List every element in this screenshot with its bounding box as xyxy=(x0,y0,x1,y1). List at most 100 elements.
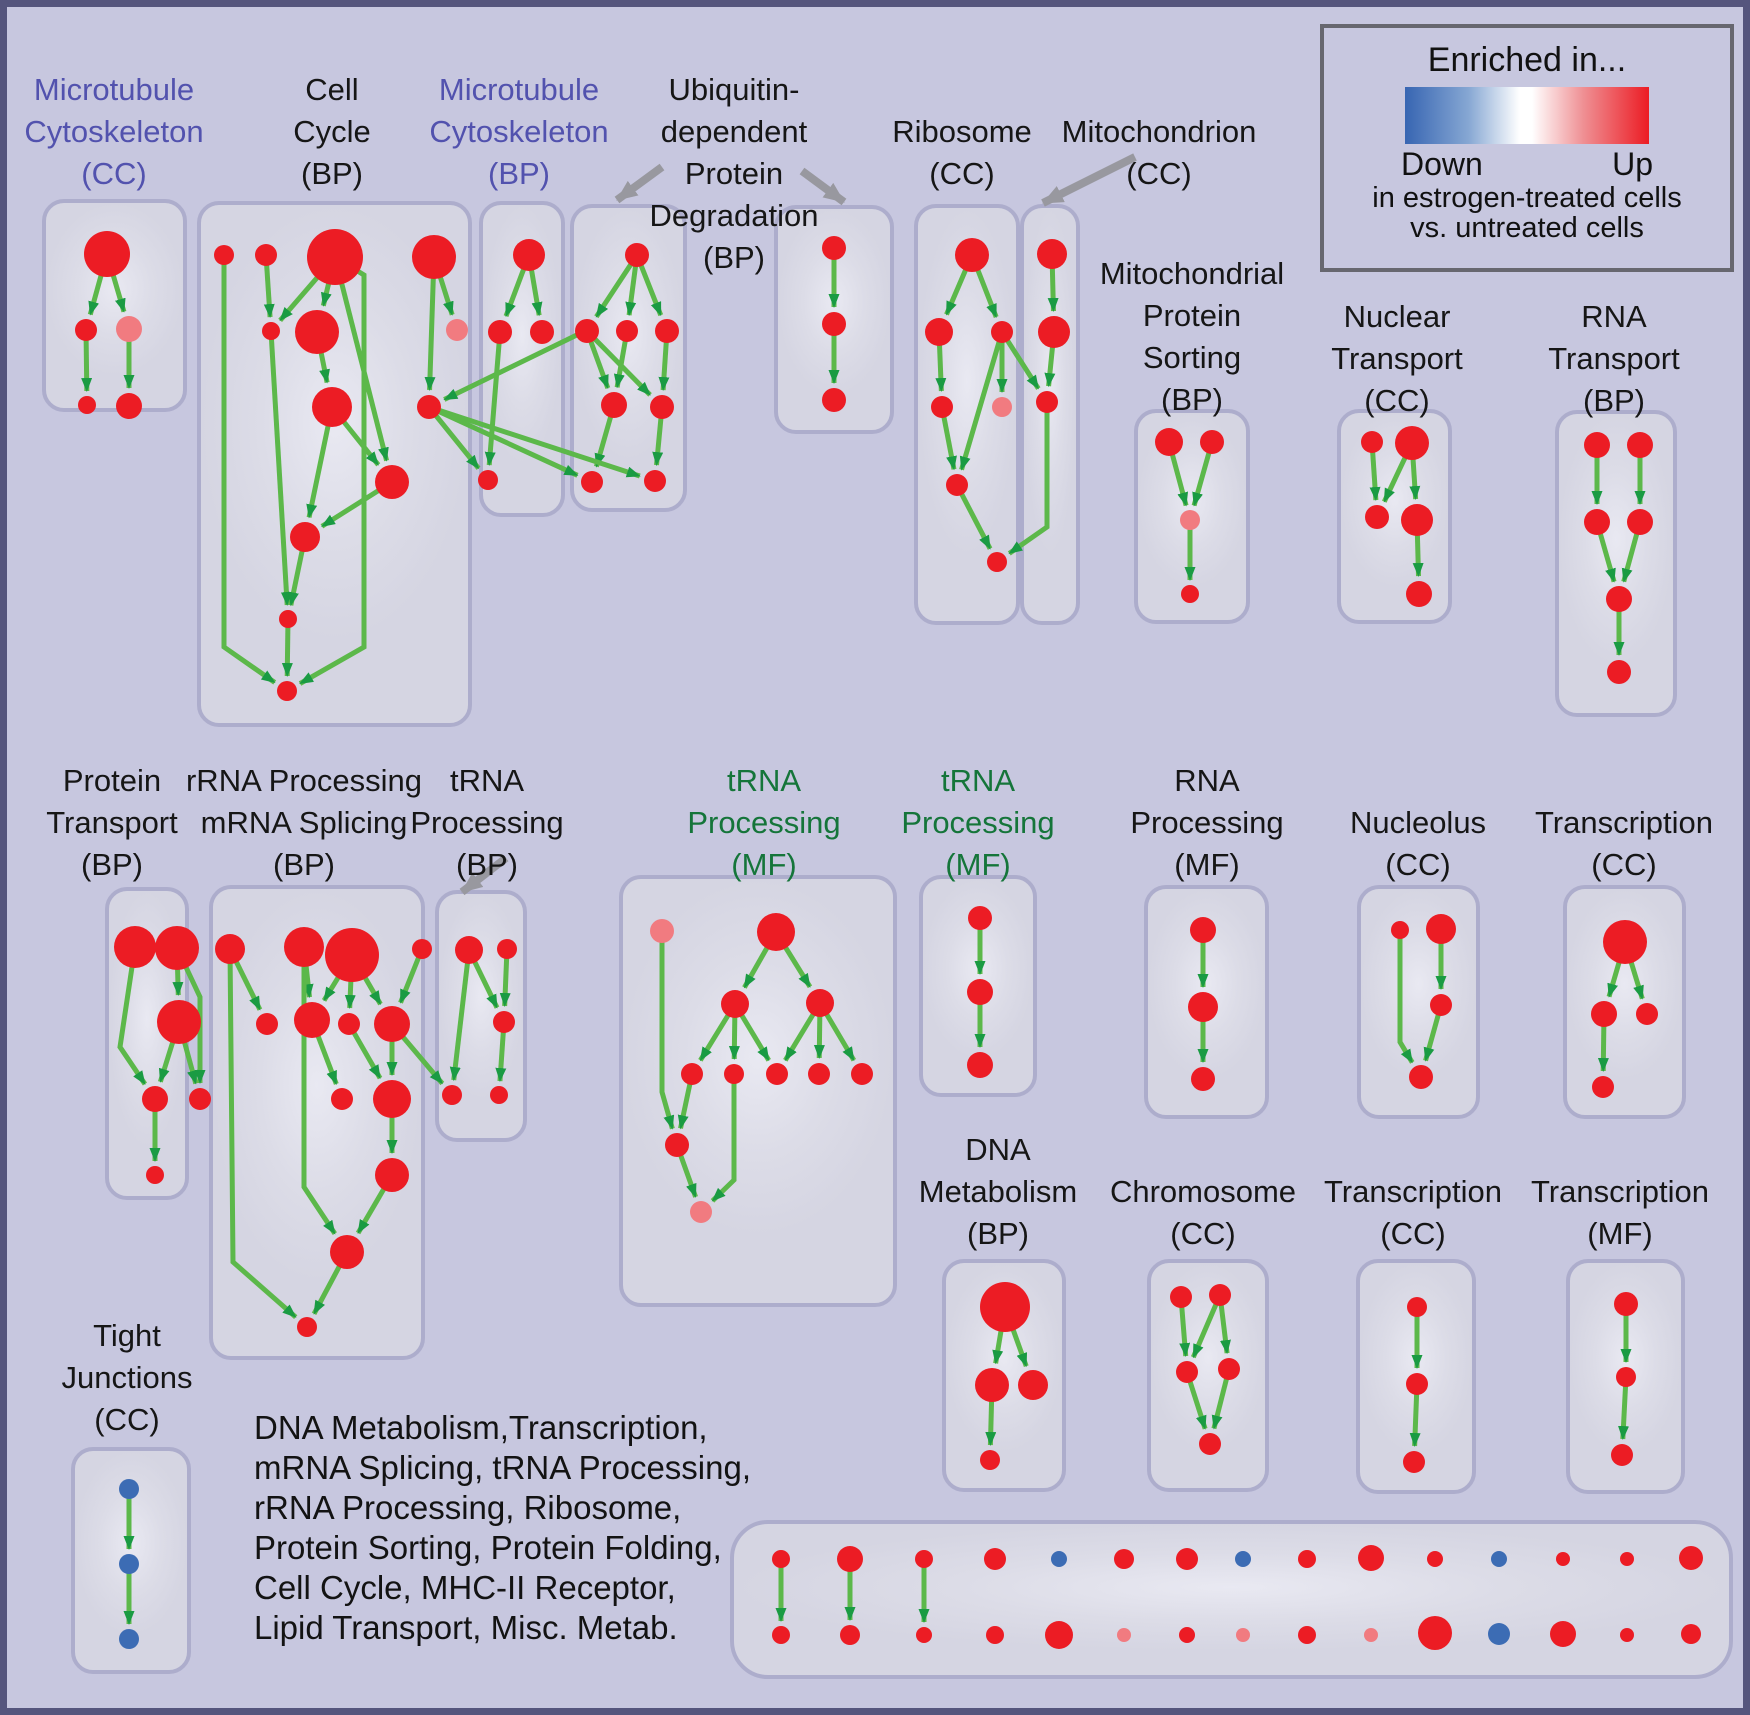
edge-arrow xyxy=(585,329,652,397)
edge-arrow xyxy=(954,483,993,550)
cell-cycle-bp-node-9 xyxy=(375,465,409,499)
ubiquitin-degradation-bp-left-node-2 xyxy=(616,320,638,342)
misc-cluster-strip-node-9 xyxy=(1358,1545,1384,1571)
rrna-processing-mrna-splicing-bp-node-7 xyxy=(374,1006,410,1042)
nucleolus-cc-label: Nucleolus (CC) xyxy=(1349,805,1487,882)
transcription-cc-upper-node-2 xyxy=(1636,1003,1658,1025)
misc-cluster-strip-node-28 xyxy=(1620,1628,1634,1642)
trna-processing-mf-large-node-5 xyxy=(724,1064,744,1084)
network-layer xyxy=(75,153,1703,1650)
misc-cluster-strip-node-20 xyxy=(1117,1628,1131,1642)
trna-processing-bp-node-3 xyxy=(442,1085,462,1105)
edge-arrow xyxy=(281,618,293,678)
trna-processing-mf-large-node-8 xyxy=(851,1063,873,1085)
misc-cluster-strip-node-8 xyxy=(1298,1550,1316,1568)
chromosome-cc-node-0 xyxy=(1170,1286,1192,1308)
rrna-processing-mrna-splicing-bp-node-2 xyxy=(325,928,379,982)
microtubule-cytoskeleton-cc-node-4 xyxy=(116,393,142,419)
trna-processing-mf-large-node-4 xyxy=(681,1063,703,1085)
edge-arrow xyxy=(427,404,579,478)
edge-arrow xyxy=(221,255,277,685)
microtubule-cytoskeleton-bp-node-0 xyxy=(513,239,545,271)
misc-cluster-strip-node-22 xyxy=(1236,1628,1250,1642)
misc-cluster-strip-node-29 xyxy=(1681,1624,1701,1644)
misc-cluster-strip-node-24 xyxy=(1364,1628,1378,1642)
ubiquitin-degradation-bp-left-node-3 xyxy=(655,319,679,343)
ribosome-cc-node-6 xyxy=(987,552,1007,572)
dna-metabolism-bp-label: DNA Metabolism (BP) xyxy=(918,1132,1078,1251)
transcription-mf-node-0 xyxy=(1614,1292,1638,1316)
trna-processing-mf-large-node-3 xyxy=(806,989,834,1017)
misc-cluster-strip-node-2 xyxy=(915,1550,933,1568)
legend-axis-labels: Down Up xyxy=(1401,146,1653,183)
pointer-arrow xyxy=(1041,153,1137,207)
trna-processing-mf-small-node-0 xyxy=(968,906,992,930)
mitochondrial-protein-sorting-bp-node-1 xyxy=(1200,430,1224,454)
rna-transport-bp-label: RNA Transport (BP) xyxy=(1548,299,1680,418)
chromosome-cc-node-3 xyxy=(1218,1358,1240,1380)
rna-transport-bp-node-1 xyxy=(1627,432,1653,458)
rna-transport-bp-node-0 xyxy=(1584,432,1610,458)
chromosome-cc-node-4 xyxy=(1199,1433,1221,1455)
mitochondrion-cc-label: Mitochondrion (CC) xyxy=(1061,114,1257,191)
trna-processing-mf-large-node-6 xyxy=(766,1063,788,1085)
trna-processing-mf-small-node-1 xyxy=(967,979,993,1005)
ribosome-cc-node-1 xyxy=(925,318,953,346)
nuclear-transport-cc-node-4 xyxy=(1406,581,1432,607)
edge-arrow xyxy=(227,948,298,1319)
nuclear-transport-cc-box xyxy=(1337,409,1452,624)
edge-arrow xyxy=(428,404,641,479)
trna-processing-bp-node-4 xyxy=(490,1086,508,1104)
legend-down-label: Down xyxy=(1401,146,1483,182)
misc-text-line: mRNA Splicing, tRNA Processing, xyxy=(254,1449,752,1486)
trna-processing-mf-large-box xyxy=(619,875,897,1307)
trna-processing-mf-large-node-10 xyxy=(690,1201,712,1223)
ribosome-cc-node-5 xyxy=(946,474,968,496)
rrna-processing-mrna-splicing-bp-node-6 xyxy=(338,1013,360,1035)
edge-arrow xyxy=(268,330,292,607)
misc-cluster-strip-node-12 xyxy=(1556,1552,1570,1566)
trna-processing-mf-large-node-7 xyxy=(808,1063,830,1085)
rrna-processing-mrna-splicing-bp-node-8 xyxy=(189,1088,211,1110)
edge-arrow xyxy=(117,946,148,1086)
rna-processing-mf-label: RNA Processing (MF) xyxy=(1130,763,1284,882)
misc-cluster-strip-node-5 xyxy=(1114,1549,1134,1569)
rna-processing-mf-node-0 xyxy=(1190,917,1216,943)
misc-cluster-strip-node-7 xyxy=(1235,1551,1251,1567)
misc-text-line: rRNA Processing, Ribosome, xyxy=(254,1489,682,1526)
misc-cluster-strip-node-17 xyxy=(916,1627,932,1643)
ribosome-cc-node-4 xyxy=(992,397,1012,417)
misc-cluster-strip-node-26 xyxy=(1488,1623,1510,1645)
ubiquitin-degradation-bp-left-label: Ubiquitin-dependent Protein Degradation (BP… xyxy=(649,72,819,275)
rrna-processing-mrna-splicing-bp-node-10 xyxy=(373,1080,411,1118)
trna-processing-mf-large-node-0 xyxy=(650,919,674,943)
misc-cluster-strip-node-27 xyxy=(1550,1621,1576,1647)
edge-arrow xyxy=(1007,402,1050,556)
cell-cycle-bp-node-2 xyxy=(307,229,363,285)
trna-processing-mf-small-node-2 xyxy=(967,1052,993,1078)
transcription-mf-label: Transcription (MF) xyxy=(1530,1174,1710,1251)
misc-text-line: Lipid Transport, Misc. Metab. xyxy=(254,1609,678,1646)
tight-junctions-cc-node-1 xyxy=(119,1554,139,1574)
rna-transport-bp-node-5 xyxy=(1607,660,1631,684)
ribosome-cc-label: Ribosome (CC) xyxy=(892,114,1032,191)
legend: Enriched in... Down Up in estrogen-treat… xyxy=(1320,24,1734,272)
mitochondrion-cc-node-1 xyxy=(1038,316,1070,348)
trna-processing-bp-node-1 xyxy=(497,939,517,959)
cell-cycle-bp-node-1 xyxy=(255,244,277,266)
microtubule-cytoskeleton-cc-node-2 xyxy=(116,316,142,342)
trna-processing-mf-small-label: tRNA Processing (MF) xyxy=(901,763,1055,882)
misc-cluster-strip-node-14 xyxy=(1679,1546,1703,1570)
edge-arrow xyxy=(427,405,481,470)
legend-up-label: Up xyxy=(1612,146,1653,182)
pointer-arrow xyxy=(614,163,665,204)
microtubule-cytoskeleton-bp-node-3 xyxy=(478,470,498,490)
misc-cluster-strip-node-25 xyxy=(1418,1616,1452,1650)
misc-cluster-strip-node-10 xyxy=(1427,1551,1443,1567)
misc-cluster-strip-node-18 xyxy=(986,1626,1004,1644)
dna-metabolism-bp-node-3 xyxy=(980,1450,1000,1470)
pointer-arrow xyxy=(799,167,847,206)
cell-cycle-bp-node-11 xyxy=(279,610,297,628)
nuclear-transport-cc-node-1 xyxy=(1395,426,1429,460)
nuclear-transport-cc-node-2 xyxy=(1365,505,1389,529)
